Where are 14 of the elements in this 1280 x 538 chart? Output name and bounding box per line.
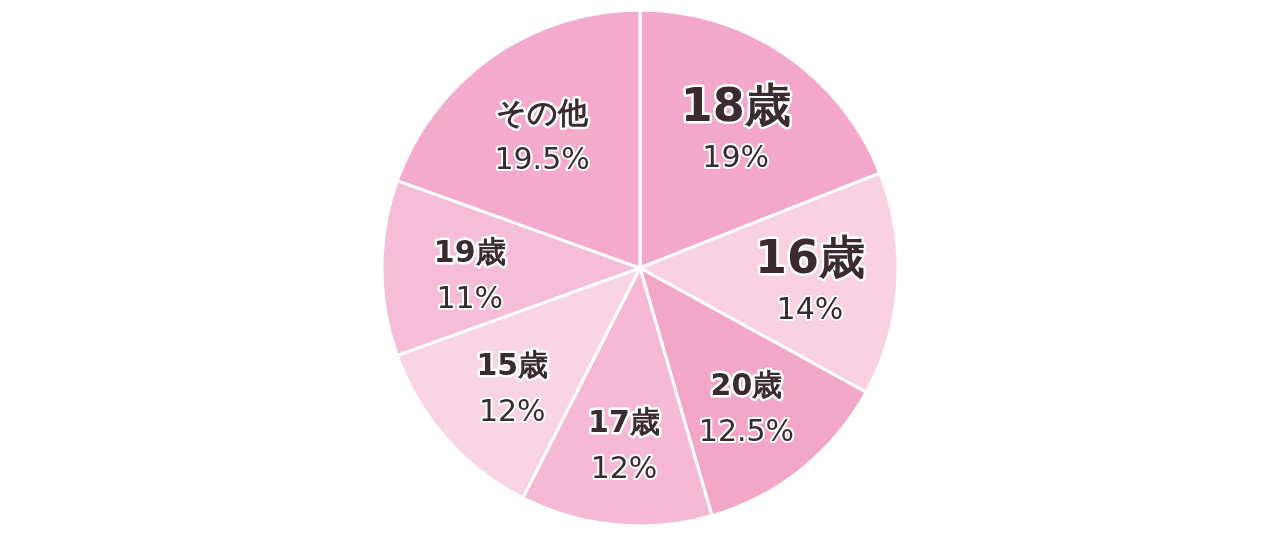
data-label: 12.5% <box>698 412 795 448</box>
data-label: 14% <box>776 290 844 326</box>
slice-label: その他 <box>496 94 590 130</box>
data-label: 12% <box>590 449 658 485</box>
slice-label: 17歳 <box>588 403 660 439</box>
data-label: 19.5% <box>494 140 590 176</box>
slice-label: 18歳 <box>680 78 791 133</box>
data-label: 12% <box>478 392 546 428</box>
data-label: 11% <box>436 280 504 315</box>
data-label: 19% <box>702 139 770 175</box>
slice-label: 16歳 <box>754 229 865 284</box>
slice-label: 20歳 <box>710 366 783 402</box>
slice-label: 15歳 <box>476 346 549 382</box>
slice-label: 19歳 <box>433 234 506 269</box>
